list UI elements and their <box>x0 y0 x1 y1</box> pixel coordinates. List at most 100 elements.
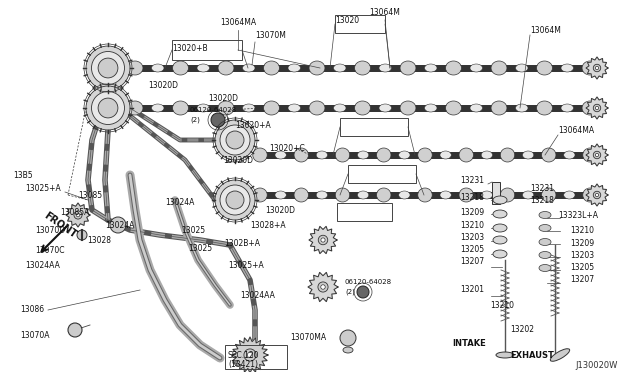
Ellipse shape <box>418 148 432 162</box>
Text: 13064MA: 13064MA <box>220 17 256 26</box>
Text: 13205: 13205 <box>570 263 594 273</box>
Circle shape <box>215 180 255 220</box>
Circle shape <box>220 185 250 215</box>
Text: 13024A: 13024A <box>105 221 134 230</box>
Ellipse shape <box>539 251 551 259</box>
Bar <box>172 40 242 60</box>
Circle shape <box>247 352 253 358</box>
Ellipse shape <box>424 104 437 112</box>
Polygon shape <box>232 337 268 372</box>
Text: 13028+A: 13028+A <box>250 221 285 230</box>
Ellipse shape <box>294 148 308 162</box>
Circle shape <box>76 213 80 217</box>
Circle shape <box>340 330 356 346</box>
Circle shape <box>318 235 328 245</box>
Circle shape <box>110 217 126 233</box>
Text: 13064M: 13064M <box>530 26 561 35</box>
Ellipse shape <box>309 61 325 75</box>
Ellipse shape <box>355 101 371 115</box>
Ellipse shape <box>440 151 451 159</box>
Text: 13020D: 13020D <box>148 80 178 90</box>
Circle shape <box>318 282 328 292</box>
Text: 13231: 13231 <box>530 183 554 192</box>
Circle shape <box>595 106 598 110</box>
Polygon shape <box>309 226 337 254</box>
Ellipse shape <box>539 224 551 231</box>
Ellipse shape <box>335 148 349 162</box>
Text: 13085: 13085 <box>78 190 102 199</box>
Text: 13070C: 13070C <box>35 246 65 254</box>
Text: 13025+A: 13025+A <box>228 260 264 269</box>
Ellipse shape <box>539 212 551 218</box>
Text: 13085A: 13085A <box>60 208 90 217</box>
Text: 13070D: 13070D <box>35 225 65 234</box>
Ellipse shape <box>127 61 143 75</box>
Text: 13070M: 13070M <box>255 31 286 39</box>
Text: 13086: 13086 <box>20 305 44 314</box>
Polygon shape <box>586 57 608 79</box>
Circle shape <box>595 66 598 70</box>
Text: 13210: 13210 <box>490 301 514 310</box>
Polygon shape <box>308 272 338 302</box>
Text: SEC.120: SEC.120 <box>228 350 259 359</box>
Text: 13020D: 13020D <box>265 205 295 215</box>
Ellipse shape <box>316 151 328 159</box>
Ellipse shape <box>358 151 369 159</box>
Circle shape <box>244 349 256 361</box>
Ellipse shape <box>399 191 410 199</box>
Ellipse shape <box>294 188 308 202</box>
Polygon shape <box>66 203 90 227</box>
Circle shape <box>595 193 598 197</box>
Text: FRONT: FRONT <box>42 211 78 240</box>
Bar <box>492 182 500 204</box>
Ellipse shape <box>376 148 391 162</box>
Ellipse shape <box>333 64 346 72</box>
Text: 13207: 13207 <box>460 257 484 266</box>
Bar <box>348 165 416 183</box>
Ellipse shape <box>564 191 575 199</box>
Bar <box>335 15 385 33</box>
Ellipse shape <box>493 210 507 218</box>
Ellipse shape <box>253 188 268 202</box>
Text: 13209: 13209 <box>570 238 594 247</box>
Ellipse shape <box>424 64 437 72</box>
Text: 13020D: 13020D <box>208 93 238 103</box>
Text: 13020+A: 13020+A <box>235 121 271 129</box>
Polygon shape <box>586 97 608 119</box>
Text: 13207: 13207 <box>570 276 594 285</box>
Text: 13024AA: 13024AA <box>25 260 60 269</box>
Circle shape <box>593 151 601 159</box>
Ellipse shape <box>481 151 493 159</box>
Ellipse shape <box>309 101 325 115</box>
Ellipse shape <box>335 188 349 202</box>
Text: 13020D: 13020D <box>223 155 253 164</box>
Ellipse shape <box>376 188 391 202</box>
Text: 13070A: 13070A <box>20 330 49 340</box>
Text: 13218: 13218 <box>530 196 554 205</box>
Circle shape <box>211 113 225 127</box>
Ellipse shape <box>515 104 528 112</box>
Ellipse shape <box>275 191 286 199</box>
Circle shape <box>226 191 244 209</box>
Text: 13323L+A: 13323L+A <box>558 211 598 219</box>
Ellipse shape <box>522 191 534 199</box>
Ellipse shape <box>491 61 507 75</box>
Ellipse shape <box>316 191 328 199</box>
Ellipse shape <box>481 191 493 199</box>
Circle shape <box>226 131 244 149</box>
Text: 06120-64028: 06120-64028 <box>190 107 237 113</box>
Ellipse shape <box>496 352 514 358</box>
Ellipse shape <box>288 64 301 72</box>
Ellipse shape <box>583 148 597 162</box>
Ellipse shape <box>491 101 507 115</box>
Circle shape <box>593 104 601 112</box>
Ellipse shape <box>582 101 598 115</box>
Text: 13218: 13218 <box>460 192 484 202</box>
Circle shape <box>86 86 130 130</box>
Text: INTAKE: INTAKE <box>452 339 486 347</box>
Circle shape <box>593 64 601 72</box>
Ellipse shape <box>445 101 461 115</box>
Ellipse shape <box>541 148 556 162</box>
Ellipse shape <box>333 104 346 112</box>
Text: (2): (2) <box>190 117 200 123</box>
